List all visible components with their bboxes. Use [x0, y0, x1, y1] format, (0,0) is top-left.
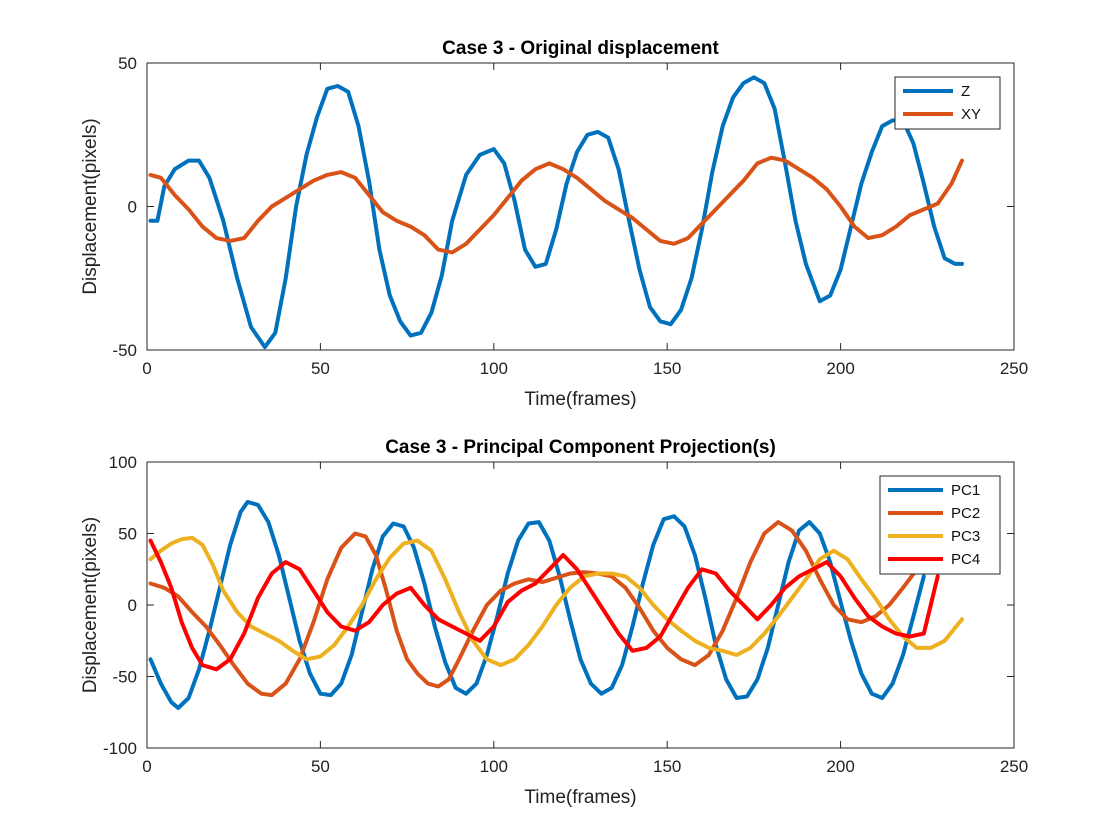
x-tick-label: 100: [480, 757, 508, 776]
legend-label: Z: [961, 83, 970, 100]
x-tick-label: 250: [1000, 359, 1028, 378]
legend: Z XY: [894, 76, 1001, 130]
principal-component-chart: Case 3 - Principal Component Projection(…: [80, 437, 1028, 808]
legend-label: PC4: [951, 551, 980, 568]
y-tick-label: 0: [128, 596, 137, 615]
series-line-pc1: [148, 500, 926, 710]
y-tick-label: 0: [128, 198, 137, 217]
x-tick-label: 150: [653, 359, 681, 378]
y-axis-label: Displacement(pixels): [80, 118, 101, 294]
axes-box: [146, 62, 1015, 351]
y-axis-label: Displacement(pixels): [80, 517, 101, 693]
legend-label: XY: [961, 106, 981, 123]
series-group: [148, 75, 964, 350]
y-tick-label: -50: [112, 668, 137, 687]
displacement-chart: Case 3 - Original displacement Time(fram…: [80, 38, 1028, 410]
y-tick-label: -50: [112, 341, 137, 360]
x-tick-label: 250: [1000, 757, 1028, 776]
x-tick-label: 200: [826, 757, 854, 776]
x-tick-label: 200: [826, 359, 854, 378]
series-line-xy: [148, 155, 964, 255]
x-tick-label: 50: [311, 757, 330, 776]
series-line-pc2: [148, 520, 919, 698]
x-tick-label: 50: [311, 359, 330, 378]
legend-label: PC1: [951, 482, 980, 499]
series-line-z: [148, 75, 964, 350]
y-tick-label: 50: [118, 525, 137, 544]
chart-title: Case 3 - Principal Component Projection(…: [385, 437, 776, 458]
y-tick-label: 50: [118, 54, 137, 73]
legend: PC1 PC2 PC3 PC4: [879, 475, 1001, 575]
legend-label: PC3: [951, 528, 980, 545]
x-axis-label: Time(frames): [524, 389, 636, 410]
y-tick-label: -100: [103, 739, 137, 758]
x-tick-label: 100: [480, 359, 508, 378]
series-line-pc3: [148, 535, 964, 668]
x-tick-label: 0: [142, 359, 151, 378]
chart-title: Case 3 - Original displacement: [442, 38, 719, 59]
series-group: [148, 500, 964, 710]
x-tick-label: 150: [653, 757, 681, 776]
y-tick-label: 100: [109, 453, 137, 472]
legend-label: PC2: [951, 505, 980, 522]
legend-box: [894, 76, 1001, 130]
x-tick-label: 0: [142, 757, 151, 776]
series-line-pc4: [148, 538, 940, 672]
x-axis-label: Time(frames): [524, 787, 636, 808]
